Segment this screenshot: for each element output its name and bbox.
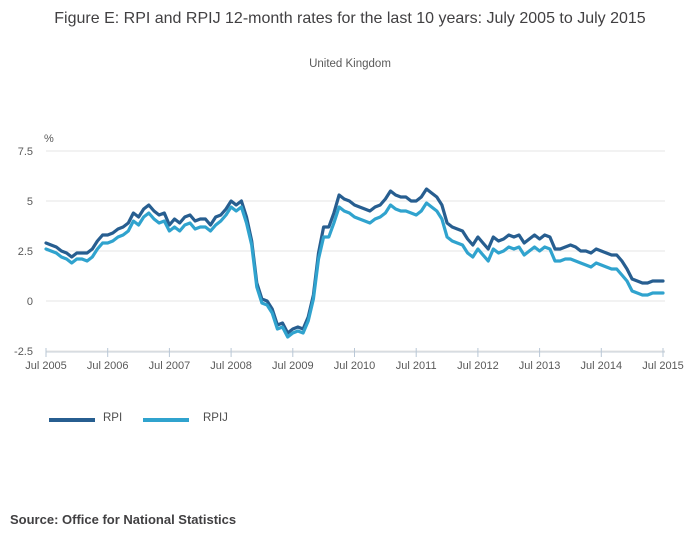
- chart-title: Figure E: RPI and RPIJ 12-month rates fo…: [54, 10, 646, 27]
- plot-area: 7.5 5 2.5 0 -2.5% Jul 2005 Jul 2006 Jul 2007 Jul…: [14, 133, 684, 372]
- x-tick-label: Jul 2005: [25, 360, 67, 372]
- y-tick-label: 7.5: [18, 146, 33, 158]
- y-tick-label: 0: [27, 296, 33, 308]
- y-tick-label: -2.5: [14, 346, 33, 358]
- x-tick-label: Jul 2012: [457, 360, 499, 372]
- rpij-line: [44, 201, 665, 339]
- y-tick-label: 5: [27, 196, 33, 208]
- x-tick-label: Jul 2009: [272, 360, 314, 372]
- x-tick-label: Jul 2010: [334, 360, 376, 372]
- x-tick-label: Jul 2007: [149, 360, 191, 372]
- legend: RPI RPIJ: [0, 412, 700, 426]
- rpi-legend-label[interactable]: RPI: [103, 412, 123, 424]
- rpij-legend-swatch[interactable]: [143, 418, 189, 422]
- chart-subtitle: United Kingdom: [309, 58, 391, 70]
- y-axis-unit-label: %: [44, 133, 54, 145]
- x-tick-label: Jul 2014: [581, 360, 623, 372]
- rpi-line: [44, 187, 665, 335]
- rpij-legend-label[interactable]: RPIJ: [203, 412, 228, 424]
- x-tick-label: Jul 2006: [87, 360, 129, 372]
- x-tick-label: Jul 2008: [210, 360, 252, 372]
- rpi-legend-swatch[interactable]: [49, 418, 95, 422]
- x-tick-label: Jul 2011: [396, 360, 437, 372]
- y-tick-label: 2.5: [18, 246, 33, 258]
- x-tick-label: Jul 2015: [642, 360, 684, 372]
- source-note: Source: Office for National Statistics: [10, 512, 237, 527]
- x-tick-label: Jul 2013: [519, 360, 561, 372]
